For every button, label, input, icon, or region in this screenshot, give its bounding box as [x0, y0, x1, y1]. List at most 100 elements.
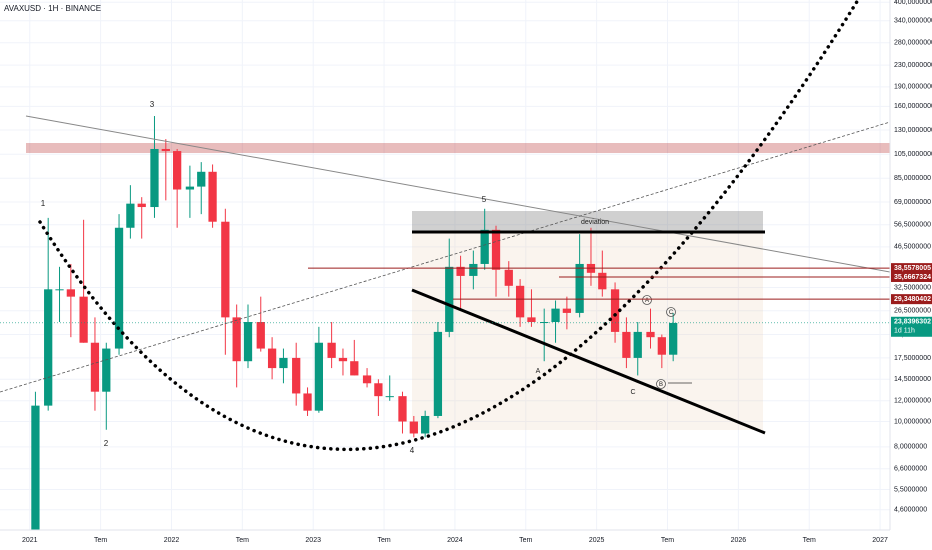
candle-body [126, 203, 135, 228]
candle-body [44, 289, 53, 406]
candles [31, 116, 678, 550]
candle-body [102, 348, 111, 392]
candle-body [314, 342, 324, 411]
price-badges: 38,5578005 35,6667324 29,3480402 23,8396302… [891, 263, 932, 337]
x-tick-label: 2023 [305, 537, 321, 544]
y-tick-label: 8,0000000 [894, 444, 927, 451]
candle-body [610, 289, 620, 332]
candle-body [657, 337, 666, 355]
price-badge-label: 29,3480402 [894, 296, 931, 303]
candle-body [456, 266, 465, 276]
candle-body [137, 203, 146, 208]
grid [0, 0, 890, 530]
last-price-badge [891, 316, 932, 337]
y-tick-label: 190,0000000 [894, 84, 932, 91]
candle-body [409, 421, 418, 434]
y-tick-label: 340,0000000 [894, 18, 932, 25]
wave-circle [656, 379, 666, 389]
candle-body [173, 151, 182, 190]
price-lines [0, 267, 890, 324]
wave-circle [666, 307, 676, 317]
candle-body [350, 361, 359, 376]
candle-body [540, 322, 549, 324]
candle-body [551, 308, 560, 323]
wave-label: B [659, 382, 663, 388]
candle-body [55, 289, 64, 291]
candle-body [243, 322, 253, 362]
candle-body [622, 331, 631, 358]
price-badge [891, 271, 932, 282]
deviation-zone [412, 211, 763, 232]
y-tick-label: 85,0000000 [894, 175, 931, 182]
last-price-label: 23,8396302 [894, 319, 931, 326]
candle-body [669, 322, 678, 355]
price-badge [891, 294, 932, 305]
y-tick-label: 6,6000000 [894, 466, 927, 473]
x-tick-label: Tem [519, 537, 532, 544]
candle-body [515, 285, 525, 318]
y-tick-label: 26,5000000 [894, 308, 931, 315]
candle-body [31, 405, 40, 545]
annotation: deviation [581, 219, 609, 226]
candle-body [256, 322, 265, 349]
y-tick-label: 130,0000000 [894, 127, 932, 134]
y-tick-label: 230,0000000 [894, 62, 932, 69]
y-tick-label: 46,5000000 [894, 244, 931, 251]
candle-body [480, 229, 489, 264]
candle-body [197, 171, 206, 187]
y-tick-label: 4,6000000 [894, 507, 927, 514]
candle-body [66, 289, 75, 297]
candle-body [338, 357, 348, 362]
y-tick-label: 14,5000000 [894, 376, 931, 383]
y-tick-label: 56,5000000 [894, 222, 931, 229]
candle-body [303, 393, 312, 411]
y-tick-label: 5,5000000 [894, 486, 927, 493]
candle-body [445, 266, 454, 332]
candle-body [646, 331, 655, 338]
cup-curve [38, 0, 860, 451]
resistance-zone [26, 143, 890, 153]
x-tick-label: 2026 [731, 537, 747, 544]
candle-body [327, 342, 336, 358]
x-tick-label: Tem [377, 537, 390, 544]
candle-body [421, 415, 430, 434]
trend-line [25, 115, 891, 273]
y-tick-label: 32,5000000 [894, 284, 931, 291]
x-tick-label: 2022 [164, 537, 180, 544]
y-tick-label: 12,0000000 [894, 398, 931, 405]
countdown-label: 1d 11h [894, 328, 915, 335]
wave-label: A [645, 298, 649, 304]
candle-body [79, 296, 88, 343]
candle-body [232, 317, 241, 362]
range-zone [412, 232, 763, 430]
candle-body [185, 186, 195, 190]
price-badge-label: 38,5578005 [894, 265, 931, 272]
y-tick-label: 400,0000000 [894, 0, 932, 6]
candle-body [150, 148, 159, 208]
candle-body [633, 331, 642, 358]
y-tick-label: 105,0000000 [894, 151, 932, 158]
wave-label: 1 [41, 199, 46, 208]
y-tick-label: 280,0000000 [894, 40, 932, 47]
x-tick-label: Tem [803, 537, 816, 544]
y-tick-label: 69,0000000 [894, 199, 931, 206]
time-axis [0, 530, 932, 550]
candle-body [562, 308, 572, 313]
candle-body [221, 221, 230, 318]
candle-body [374, 383, 383, 397]
candle-body [208, 171, 217, 222]
candle-body [575, 263, 584, 313]
x-tick-label: 2025 [589, 537, 605, 544]
support-line [411, 288, 766, 435]
y-tick-label: 17,5000000 [894, 355, 931, 362]
x-tick-label: Tem [94, 537, 107, 544]
wave-label: 5 [482, 195, 487, 204]
wave-label: A [536, 368, 541, 375]
wave-label: 4 [410, 446, 415, 455]
candle-body [292, 357, 301, 394]
wave-label: C [669, 310, 674, 316]
price-badge [891, 263, 932, 274]
wave-label: 2 [104, 439, 109, 448]
